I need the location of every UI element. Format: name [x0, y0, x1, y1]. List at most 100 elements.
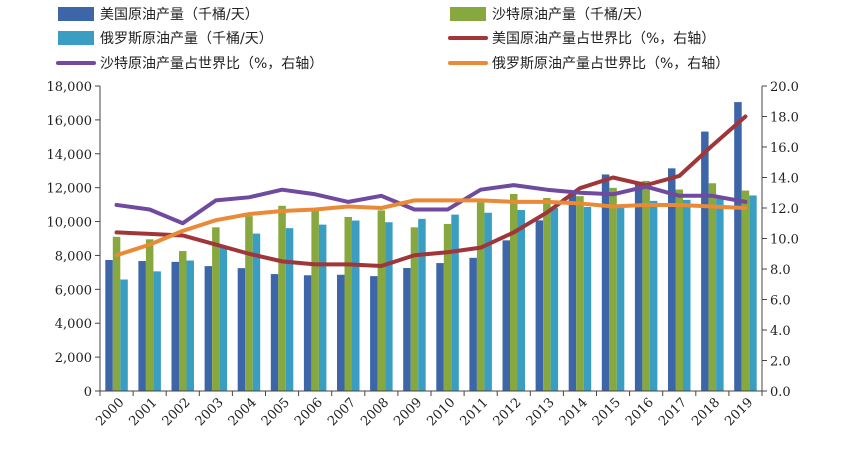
x-tick-label: 2016: [623, 395, 657, 429]
bar-us_prod-2004: [237, 268, 246, 391]
x-tick-label: 2012: [491, 395, 525, 429]
bar-us_prod-2005: [270, 274, 279, 391]
bar-saudi_prod-2016: [642, 180, 650, 391]
bar-us_prod-2002: [171, 261, 179, 391]
bar-us_prod-2001: [138, 261, 146, 391]
line-layer: [114, 114, 748, 268]
bar-russia_prod-2000: [120, 279, 128, 391]
y-right-tick-label: 0.0: [770, 385, 791, 400]
bar-saudi_prod-2000: [112, 236, 121, 391]
bar-saudi_prod-2012: [510, 193, 518, 391]
y-left-tick-label: 4,000: [55, 317, 92, 332]
bar-saudi_prod-2014: [576, 196, 584, 391]
y-left-tick-label: 6,000: [55, 283, 92, 298]
bar-us_prod-2019: [734, 102, 742, 391]
legend: 美国原油产量（千桶/天） 沙特原油产量（千桶/天） 俄罗斯原油产量（千桶/天） 美国原…: [56, 7, 729, 72]
bar-russia_prod-2007: [352, 220, 360, 391]
line-russia_share: [114, 198, 748, 258]
bar-russia_prod-2015: [616, 204, 625, 391]
legend-label-russia_share: 俄罗斯原油产量占世界比（%，右轴）: [492, 56, 729, 72]
y-right-tick-label: 8.0: [770, 263, 791, 278]
bar-russia_prod-2006: [318, 224, 327, 391]
x-tick-label: 2005: [259, 395, 293, 429]
x-tick-label: 2007: [325, 395, 359, 429]
bar-russia_prod-2011: [484, 212, 492, 391]
bar-russia_prod-2014: [583, 206, 592, 391]
bar-saudi_prod-2007: [344, 216, 352, 391]
bar-saudi_prod-2019: [741, 190, 750, 391]
x-tick-label: 2008: [358, 395, 392, 429]
legend-label-russia_prod: 俄罗斯原油产量（千桶/天）: [100, 31, 273, 47]
y-right-tick-label: 20.0: [770, 80, 799, 95]
y-left-tick-label: 2,000: [55, 351, 92, 366]
x-tick-label: 2009: [391, 395, 425, 429]
x-tick-label: 2018: [689, 395, 723, 429]
bar-russia_prod-2010: [451, 214, 459, 391]
bar-layer: [105, 102, 757, 391]
y-right-tick-label: 16.0: [770, 141, 799, 156]
bar-russia_prod-2003: [219, 246, 228, 391]
bar-us_prod-2018: [701, 131, 709, 391]
bar-saudi_prod-2008: [377, 210, 386, 391]
y-right-tick-label: 2.0: [770, 355, 791, 370]
legend-label-saudi_prod: 沙特原油产量（千桶/天）: [492, 7, 651, 23]
bar-saudi_prod-2018: [708, 183, 717, 391]
x-tick-label: 2001: [126, 395, 160, 429]
y-right-tick-label: 18.0: [770, 111, 799, 126]
bar-us_prod-2017: [668, 168, 676, 391]
y-left-tick-label: 12,000: [47, 182, 93, 197]
y-left-tick-label: 0: [84, 385, 92, 400]
x-tick-label: 2003: [193, 395, 227, 429]
y-left-tick-label: 10,000: [47, 216, 93, 231]
bar-us_prod-2006: [303, 275, 312, 391]
bar-us_prod-2000: [105, 260, 113, 391]
x-tick-label: 2019: [722, 395, 756, 429]
bar-saudi_prod-2003: [212, 227, 220, 391]
bar-us_prod-2013: [535, 220, 544, 391]
x-tick-label: 2004: [226, 395, 260, 429]
x-tick-label: 2000: [93, 395, 127, 429]
bar-saudi_prod-2006: [311, 210, 319, 391]
bar-us_prod-2014: [568, 191, 577, 391]
y-right-tick-label: 12.0: [770, 202, 799, 217]
bar-saudi_prod-2009: [410, 227, 419, 391]
bar-russia_prod-2004: [252, 233, 261, 391]
bar-us_prod-2010: [436, 263, 444, 391]
bar-saudi_prod-2017: [675, 189, 683, 391]
bar-russia_prod-2019: [749, 195, 757, 391]
x-tick-label: 2006: [292, 395, 326, 429]
bar-russia_prod-2008: [385, 222, 393, 391]
x-tick-label: 2002: [160, 395, 194, 429]
x-tick-label: 2015: [590, 395, 624, 429]
legend-label-saudi_share: 沙特原油产量占世界比（%，右轴）: [100, 56, 323, 72]
y-right-tick-label: 14.0: [770, 172, 799, 187]
legend-swatch-saudi_prod: [450, 7, 486, 21]
x-tick-label: 2011: [457, 395, 491, 429]
bar-russia_prod-2017: [683, 199, 691, 391]
bar-saudi_prod-2002: [179, 251, 187, 391]
bar-saudi_prod-2001: [145, 239, 154, 391]
bar-us_prod-2003: [204, 266, 213, 391]
legend-label-us_prod: 美国原油产量（千桶/天）: [100, 7, 259, 23]
x-tick-label: 2014: [557, 395, 591, 429]
bar-russia_prod-2001: [153, 271, 161, 391]
legend-swatch-us_prod: [58, 7, 94, 21]
bar-us_prod-2007: [337, 274, 345, 391]
bar-russia_prod-2005: [285, 228, 294, 391]
bar-russia_prod-2002: [186, 260, 194, 391]
bar-us_prod-2016: [634, 181, 643, 391]
bar-saudi_prod-2011: [476, 202, 485, 391]
bar-saudi_prod-2015: [609, 187, 617, 391]
bar-russia_prod-2013: [550, 207, 559, 391]
legend-swatch-russia_prod: [58, 31, 94, 45]
bar-russia_prod-2016: [649, 200, 658, 391]
bar-saudi_prod-2005: [278, 205, 286, 391]
bar-russia_prod-2018: [716, 197, 724, 391]
y-left-tick-label: 16,000: [47, 114, 93, 129]
bar-saudi_prod-2013: [543, 198, 551, 391]
y-left-tick-label: 14,000: [47, 148, 93, 163]
bar-us_prod-2011: [469, 257, 477, 391]
bar-us_prod-2012: [502, 240, 510, 391]
